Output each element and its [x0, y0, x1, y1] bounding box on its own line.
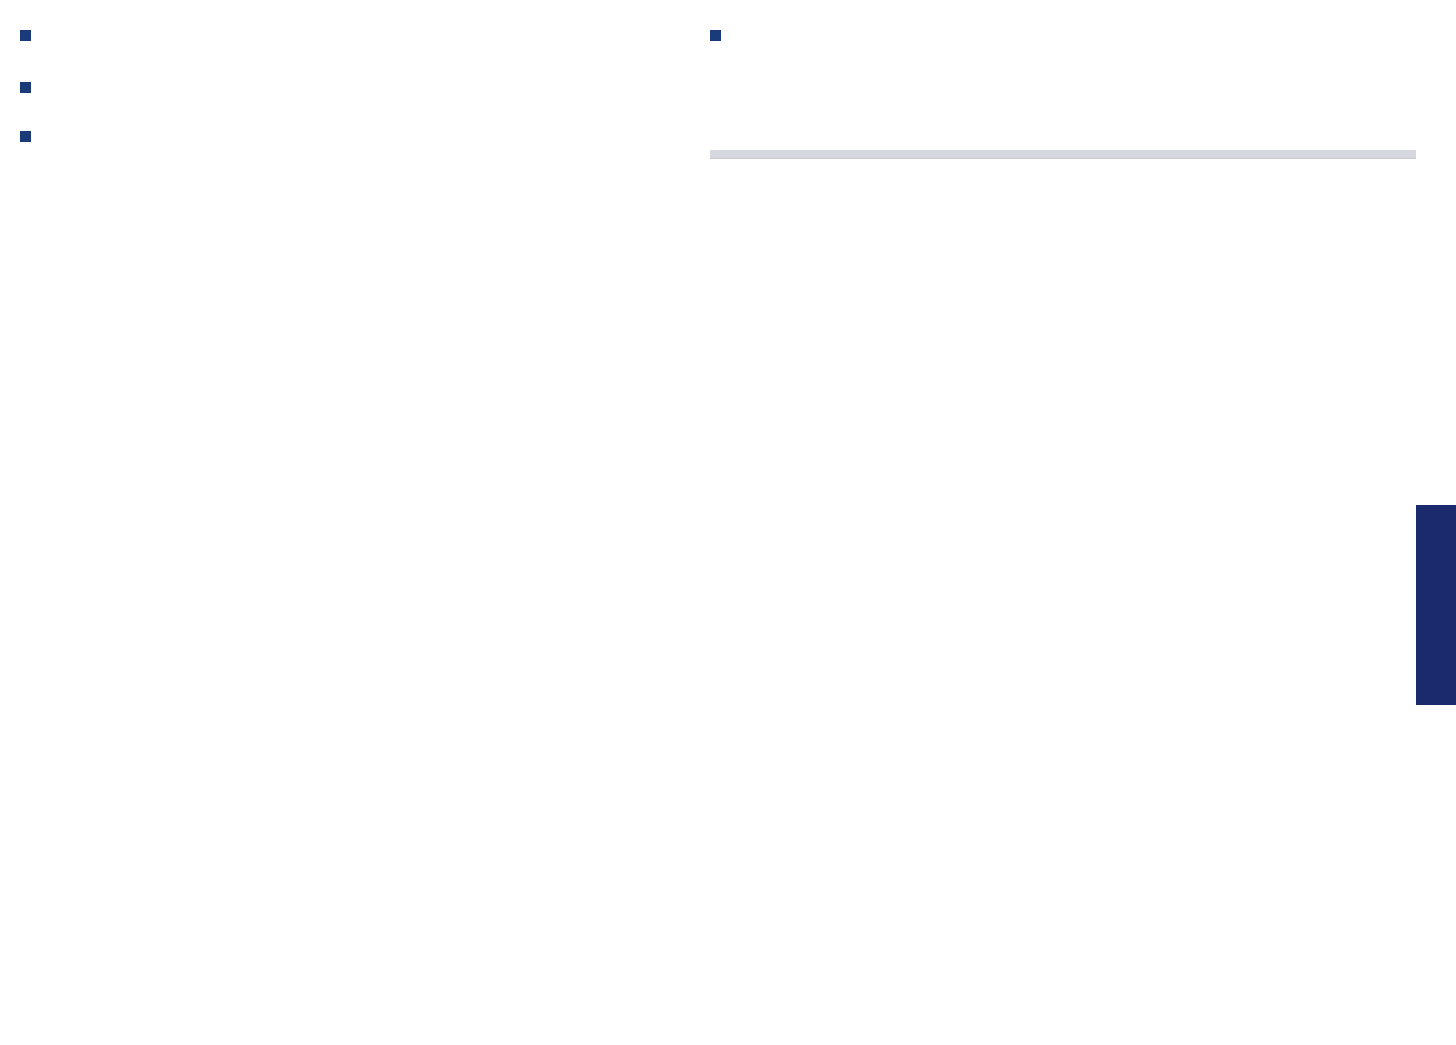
- warranty-desc-th: [710, 150, 1416, 159]
- warranty-desc-header: [710, 150, 1416, 159]
- warranty-description: [710, 159, 1416, 184]
- warranty-table: [20, 150, 680, 184]
- specs-section: [20, 30, 680, 57]
- tire-title: [710, 30, 1416, 41]
- warranty-section: [20, 131, 1416, 184]
- specs-title: [20, 30, 680, 41]
- tire-section: [710, 30, 1416, 57]
- warranty-title: [20, 131, 1416, 142]
- fuel-section: [20, 82, 1416, 101]
- fuel-title: [20, 82, 1416, 93]
- side-tab: [1416, 505, 1456, 705]
